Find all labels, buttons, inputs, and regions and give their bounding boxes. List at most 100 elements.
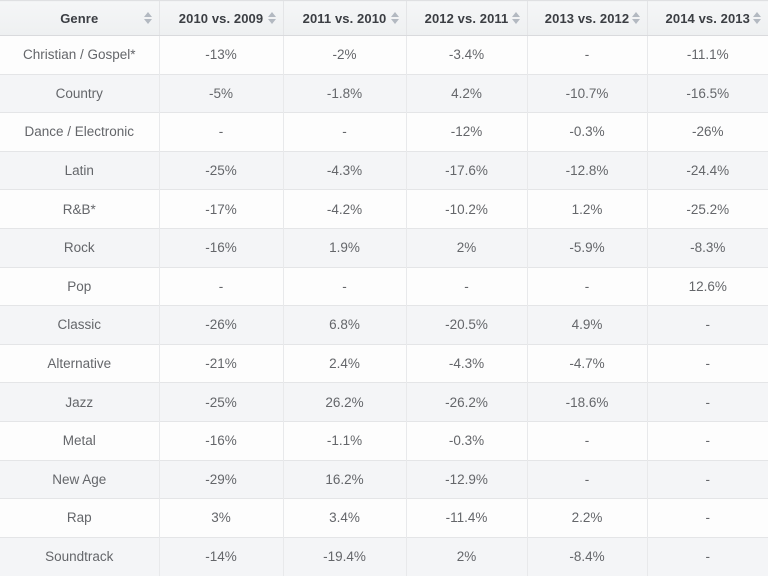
- table-header: Genre 2010 vs. 2009 2011 vs. 2010 2012 vs. …: [0, 0, 768, 36]
- value-cell: -25%: [158, 150, 283, 190]
- sort-descending-icon: [390, 19, 399, 24]
- genre-cell: Jazz: [0, 382, 159, 422]
- column-header-2014-vs-2013[interactable]: 2014 vs. 2013: [646, 0, 768, 36]
- sort-arrows-icon[interactable]: [267, 12, 276, 24]
- value-cell: -: [282, 266, 406, 306]
- value-cell: -11.1%: [646, 35, 768, 75]
- value-cell: 16.2%: [282, 459, 406, 499]
- table-row: Pop - - - -12.6%: [0, 266, 768, 306]
- genre-cell: R&B*: [0, 189, 159, 229]
- value-cell: -4.3%: [282, 150, 406, 190]
- column-header-genre[interactable]: Genre: [0, 0, 159, 36]
- sort-arrows-icon[interactable]: [511, 12, 520, 24]
- value-cell: -25.2%: [646, 189, 768, 229]
- sort-descending-icon: [143, 19, 152, 24]
- value-cell: 12.6%: [646, 266, 768, 306]
- table-row: Christian / Gospel* -13% -2% -3.4% - -11.1%: [0, 35, 768, 75]
- value-cell: -0.3%: [405, 420, 527, 461]
- value-cell: -5%: [158, 73, 283, 113]
- value-cell: -: [526, 459, 647, 499]
- table-row: Soundtrack -14% -19.4% 2% -8.4% -: [0, 536, 768, 576]
- table-row: Rap 3% 3.4% -11.4% 2.2% -: [0, 498, 768, 538]
- genre-cell: Country: [0, 73, 159, 113]
- value-cell: -19.4%: [282, 536, 406, 576]
- value-cell: -16.5%: [646, 73, 768, 113]
- sort-ascending-icon: [511, 12, 520, 17]
- sort-descending-icon: [511, 19, 520, 24]
- value-cell: -8.3%: [646, 227, 768, 268]
- value-cell: -4.7%: [526, 343, 647, 383]
- table-row: Metal -16% -1.1% -0.3% - -: [0, 420, 768, 461]
- value-cell: 2.4%: [282, 343, 406, 383]
- table-row: Dance / Electronic - - -12% -0.3% -26%: [0, 112, 768, 152]
- genre-cell: Soundtrack: [0, 536, 159, 576]
- value-cell: -2%: [282, 35, 406, 75]
- column-header-label: 2012 vs. 2011: [424, 10, 509, 26]
- sort-arrows-icon[interactable]: [390, 12, 399, 24]
- sort-arrows-icon[interactable]: [753, 12, 761, 24]
- column-header-label: 2010 vs. 2009: [178, 10, 264, 26]
- genre-cell: Classic: [0, 305, 159, 345]
- column-header-2010-vs-2009[interactable]: 2010 vs. 2009: [158, 0, 283, 36]
- value-cell: 2.2%: [526, 498, 647, 538]
- table-body: Christian / Gospel* -13% -2% -3.4% - -11.1% Co…: [0, 35, 768, 576]
- value-cell: -18.6%: [526, 382, 647, 422]
- sort-arrows-icon[interactable]: [143, 12, 152, 24]
- table-row: Latin -25% -4.3% -17.6% -12.8% -24.4%: [0, 150, 768, 190]
- sort-arrows-icon[interactable]: [631, 12, 640, 24]
- genre-cell: Pop: [0, 266, 159, 306]
- value-cell: -: [646, 498, 768, 538]
- value-cell: -0.3%: [526, 112, 647, 152]
- value-cell: -: [646, 305, 768, 345]
- column-header-2013-vs-2012[interactable]: 2013 vs. 2012: [526, 0, 647, 36]
- value-cell: -1.1%: [282, 420, 406, 461]
- value-cell: -4.3%: [405, 343, 527, 383]
- genre-cell: Metal: [0, 420, 159, 461]
- value-cell: -17.6%: [405, 150, 527, 190]
- column-header-label: Genre: [60, 10, 99, 26]
- value-cell: -: [646, 343, 768, 383]
- value-cell: -12.8%: [526, 150, 647, 190]
- value-cell: -25%: [158, 382, 283, 422]
- value-cell: -: [282, 112, 406, 152]
- genre-cell: Rap: [0, 498, 159, 538]
- value-cell: -: [526, 420, 647, 461]
- value-cell: 3%: [158, 498, 283, 538]
- sort-descending-icon: [753, 19, 761, 24]
- value-cell: -: [158, 112, 283, 152]
- column-header-2012-vs-2011[interactable]: 2012 vs. 2011: [405, 0, 527, 36]
- column-header-label: 2014 vs. 2013: [665, 10, 750, 26]
- value-cell: 3.4%: [282, 498, 406, 538]
- sort-ascending-icon: [631, 12, 640, 17]
- value-cell: -16%: [158, 227, 283, 268]
- value-cell: -10.7%: [526, 73, 647, 113]
- value-cell: -: [158, 266, 283, 306]
- column-header-label: 2011 vs. 2010: [302, 10, 387, 26]
- value-cell: -: [646, 382, 768, 422]
- column-header-2011-vs-2010[interactable]: 2011 vs. 2010: [282, 0, 406, 36]
- sort-ascending-icon: [390, 12, 399, 17]
- value-cell: -: [646, 536, 768, 576]
- value-cell: -13%: [158, 35, 283, 75]
- value-cell: -26.2%: [405, 382, 527, 422]
- value-cell: -: [646, 420, 768, 461]
- genre-cell: New Age: [0, 459, 159, 499]
- value-cell: 4.2%: [405, 73, 527, 113]
- value-cell: -17%: [158, 189, 283, 229]
- genre-cell: Latin: [0, 150, 159, 190]
- value-cell: -: [405, 266, 527, 306]
- value-cell: -26%: [646, 112, 768, 152]
- value-cell: -21%: [158, 343, 283, 383]
- value-cell: -16%: [158, 420, 283, 461]
- value-cell: 6.8%: [282, 305, 406, 345]
- table-row: Alternative -21% 2.4% -4.3% -4.7% -: [0, 343, 768, 383]
- table-row: Jazz -25% 26.2% -26.2% -18.6% -: [0, 382, 768, 422]
- header-row: Genre 2010 vs. 2009 2011 vs. 2010 2012 vs. …: [0, 0, 768, 36]
- value-cell: -3.4%: [405, 35, 527, 75]
- genre-cell: Christian / Gospel*: [0, 35, 159, 75]
- value-cell: -26%: [158, 305, 283, 345]
- sort-ascending-icon: [143, 12, 152, 17]
- value-cell: -11.4%: [405, 498, 527, 538]
- value-cell: -14%: [158, 536, 283, 576]
